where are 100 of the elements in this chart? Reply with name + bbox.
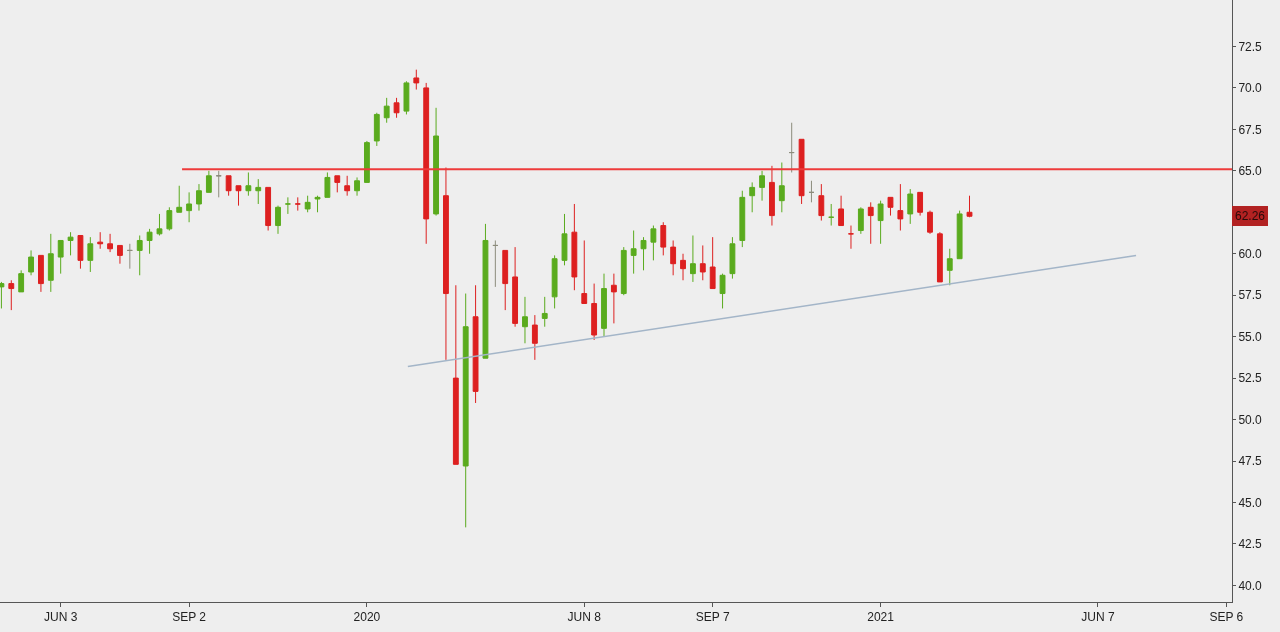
y-tick-label: 42.5 xyxy=(1238,537,1263,552)
candlestick xyxy=(373,112,380,147)
x-tick-label: SEP 6 xyxy=(1209,610,1244,625)
candlestick xyxy=(601,273,607,338)
candlestick xyxy=(581,239,588,304)
candlestick xyxy=(57,239,64,275)
candlestick xyxy=(848,225,854,250)
annotation: 62.26 xyxy=(1235,209,1266,223)
candlestick xyxy=(818,183,825,222)
candlestick xyxy=(176,185,183,213)
y-tick-label: 40.0 xyxy=(1238,578,1263,593)
candlestick xyxy=(255,178,262,205)
candlestick xyxy=(87,236,94,273)
y-tick-label: 65.0 xyxy=(1238,164,1263,179)
candlestick xyxy=(719,273,726,309)
candlestick xyxy=(887,196,894,217)
candlestick xyxy=(433,107,439,217)
candlestick xyxy=(551,254,558,309)
candlestick xyxy=(462,293,469,528)
candlestick xyxy=(314,195,321,213)
candlestick xyxy=(146,228,153,255)
candlestick xyxy=(917,191,924,217)
y-tick-label: 45.0 xyxy=(1238,495,1263,510)
candlestick xyxy=(186,191,193,223)
candlestick xyxy=(512,246,519,328)
candlestick xyxy=(522,296,528,344)
x-tick-label: 2020 xyxy=(353,610,381,625)
candlestick xyxy=(107,233,113,253)
candlestick xyxy=(729,236,736,280)
candlestick xyxy=(245,171,252,197)
candlestick xyxy=(8,279,15,311)
candlestick xyxy=(699,244,706,281)
x-tick-label: 2021 xyxy=(867,610,895,625)
candlestick xyxy=(156,213,163,236)
candlestick xyxy=(344,175,351,197)
candlestick xyxy=(235,185,242,207)
y-tick-label: 52.5 xyxy=(1238,371,1263,386)
candlestick xyxy=(482,223,489,359)
candlestick xyxy=(759,170,765,202)
candlestick xyxy=(670,239,677,276)
x-tick-label: JUN 7 xyxy=(1081,610,1115,625)
candlestick xyxy=(47,233,54,293)
candlestick xyxy=(364,140,370,183)
x-tick-label: SEP 7 xyxy=(695,610,730,625)
y-tick-label: 70.0 xyxy=(1238,81,1263,96)
candlestick xyxy=(502,249,509,311)
y-tick-label: 55.0 xyxy=(1238,329,1263,344)
x-tick-label: SEP 2 xyxy=(172,610,207,625)
candlestick xyxy=(284,196,291,215)
candlestick xyxy=(709,236,716,290)
candlestick xyxy=(97,231,104,250)
candlestick xyxy=(808,180,815,203)
candlestick xyxy=(393,97,400,119)
candlestick xyxy=(77,234,84,270)
candlestick xyxy=(946,248,953,286)
candlestick xyxy=(275,205,281,235)
candlestick xyxy=(689,234,696,283)
x-tick-label: JUN 3 xyxy=(44,610,78,625)
candlestick xyxy=(778,162,785,213)
candlestick xyxy=(166,206,173,232)
y-tick-label: 60.0 xyxy=(1238,246,1263,261)
candlestick xyxy=(423,82,430,245)
candlestick xyxy=(769,165,775,227)
y-tick-label: 47.5 xyxy=(1238,454,1263,469)
candlestick xyxy=(0,281,5,309)
candlestick xyxy=(828,203,835,227)
candlestick xyxy=(966,195,973,218)
y-tick-label: 57.5 xyxy=(1238,288,1263,303)
candlestick xyxy=(927,210,933,235)
candlestick xyxy=(492,239,499,288)
candlestick xyxy=(265,186,272,232)
candlestick xyxy=(403,80,410,115)
candlestick xyxy=(334,175,341,193)
candlestick xyxy=(541,296,548,328)
candlestick xyxy=(205,170,212,193)
candlestick xyxy=(798,138,805,205)
candlestick xyxy=(660,221,667,256)
x-tick-label: JUN 8 xyxy=(567,610,602,625)
candlestick xyxy=(907,188,914,225)
y-tick-label: 67.5 xyxy=(1238,122,1263,137)
candlestick xyxy=(591,283,598,341)
candlestick xyxy=(630,230,637,275)
candlestick xyxy=(897,183,904,232)
candlestick xyxy=(640,236,647,271)
candlestick xyxy=(680,253,686,281)
candlestick xyxy=(413,69,420,91)
candlestick xyxy=(18,269,25,293)
candlestick xyxy=(38,254,44,293)
candlestick xyxy=(571,203,578,291)
candlestick xyxy=(788,122,795,173)
candlestick xyxy=(215,170,222,198)
candlestick xyxy=(304,195,311,213)
candlestick xyxy=(126,243,133,270)
candlestick xyxy=(531,314,538,361)
candlestick xyxy=(196,183,202,212)
candlestick xyxy=(136,234,143,276)
candlestick xyxy=(443,167,449,361)
candlestick xyxy=(650,225,657,261)
candlestick xyxy=(610,273,617,324)
candlestick xyxy=(383,97,390,124)
